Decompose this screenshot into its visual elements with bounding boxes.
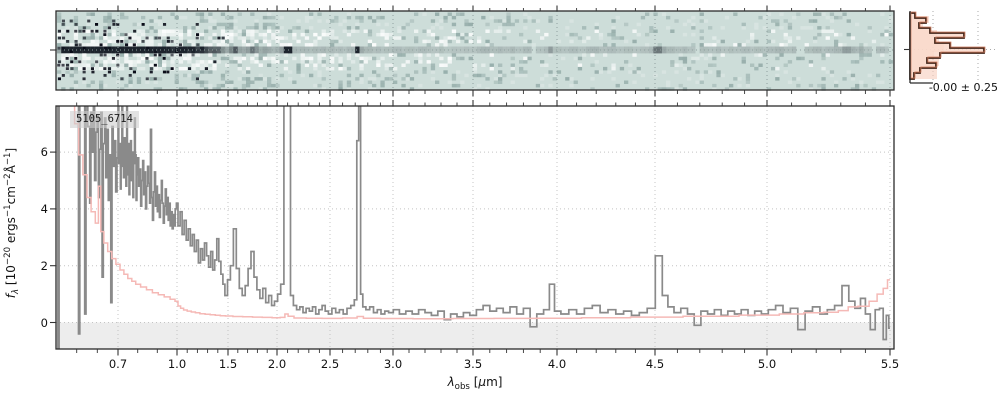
x-axis-label: λobs [μm] [447, 375, 503, 392]
spatial-profile-panel [904, 11, 996, 84]
flux-line [57, 106, 890, 349]
x-tick-label: 2.5 [320, 357, 340, 371]
x-tick-label: 4.0 [547, 357, 567, 371]
error-line [73, 106, 890, 320]
noise-texture [57, 12, 893, 91]
y-tick-label: 4 [40, 201, 48, 216]
x-tick-label: 4.5 [645, 357, 665, 371]
source-id-label: 5105_6714 [70, 111, 139, 128]
y-tick-label: 6 [40, 145, 48, 160]
ticks-2d [50, 5, 891, 97]
below-zero-shade [56, 322, 894, 349]
x-tick-label: 2.0 [267, 357, 287, 371]
y-tick-label: 0 [40, 315, 48, 330]
main-plot-panel [50, 100, 895, 356]
y-tick-label: 2 [40, 258, 48, 273]
x-tick-label: 1.0 [167, 357, 187, 371]
ticks-main [50, 100, 891, 356]
x-tick-label: 3.0 [383, 357, 403, 371]
x-tick-label: 5.5 [880, 357, 900, 371]
histogram-stat-label: -0.00 ± 0.25 [928, 81, 998, 94]
x-tick-label: 1.5 [218, 357, 238, 371]
spectrum-2d-panel [50, 5, 895, 97]
x-tick-label: 3.5 [463, 357, 483, 371]
x-tick-label: 0.7 [108, 357, 128, 371]
y-axis-label: fλ [10−20 ergs−1cm−2Å−1] [3, 147, 21, 299]
main-spines [55, 105, 895, 350]
histogram-steps [909, 11, 986, 80]
x-tick-label: 5.0 [757, 357, 777, 371]
